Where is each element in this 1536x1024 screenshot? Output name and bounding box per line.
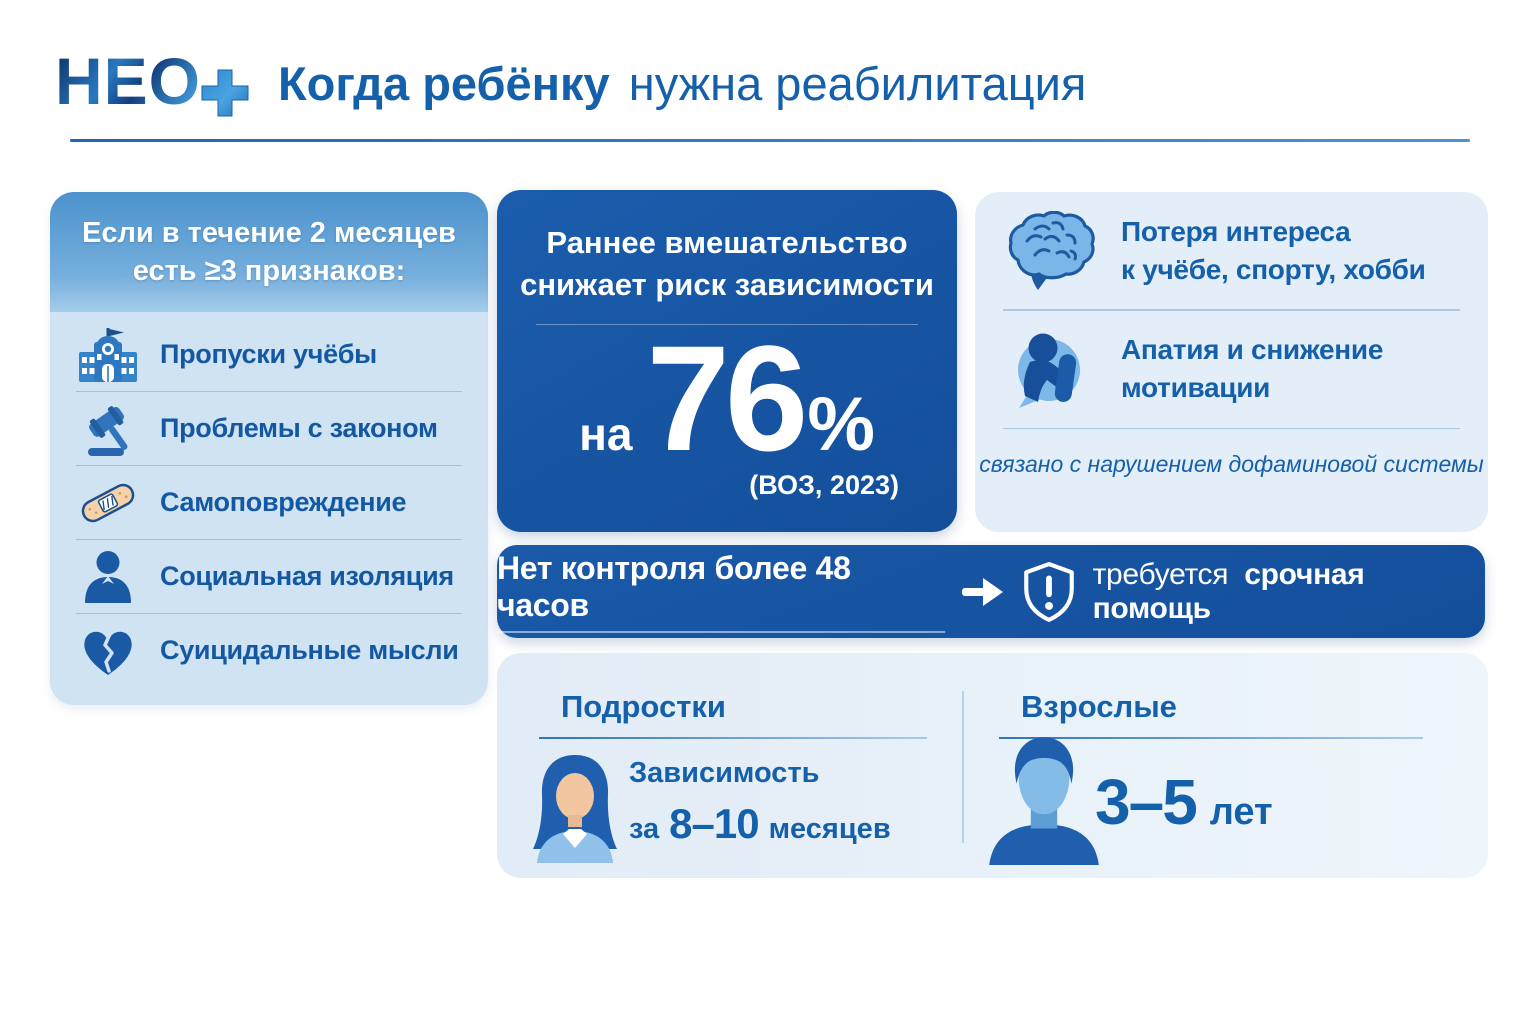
criteria-item-label: Суицидальные мысли (160, 635, 459, 665)
timeline-panel: Подростки Зависимость за 8–10 месяцев Вз… (497, 653, 1488, 878)
broken-heart-icon (76, 625, 140, 677)
symptoms-panel: Потеря интереса к учёбе, спорту, хобби А… (975, 192, 1488, 532)
brain-icon (1005, 210, 1097, 291)
adults-underline (999, 737, 1423, 739)
list-item: Социальная изоляция (76, 539, 462, 613)
stat-divider (536, 323, 918, 326)
criteria-header-line2: есть ≥3 признаков: (132, 255, 406, 287)
adults-value: 3–5 лет (1095, 765, 1273, 839)
stat-value-row: на 76 % (497, 314, 957, 483)
teens-line1: Зависимость (629, 757, 820, 789)
teens-range: 8–10 (669, 800, 759, 847)
alert-consequence-regular: требуется (1092, 557, 1229, 591)
criteria-item-label: Проблемы с законом (160, 413, 438, 443)
teens-prefix: за (629, 813, 660, 845)
criteria-panel: Если в течение 2 месяцев есть ≥3 признак… (50, 192, 488, 705)
symptom-line1: Потеря интереса (1121, 215, 1351, 247)
list-item: Потеря интереса к учёбе, спорту, хобби (975, 192, 1488, 309)
teens-header: Подростки (561, 689, 726, 724)
criteria-item-label: Пропуски учёбы (160, 339, 377, 369)
adults-range: 3–5 (1095, 766, 1198, 838)
alert-consequence-bold: срочная помощь (1092, 557, 1365, 625)
alert-banner: Нет контроля более 48 часов требуется ср… (497, 545, 1485, 638)
list-item: Проблемы с законом (76, 391, 462, 465)
stat-prefix: на (579, 408, 633, 461)
stat-title-line1: Раннее вмешательство (546, 225, 908, 260)
person-icon (76, 549, 140, 605)
criteria-header-line1: Если в течение 2 месяцев (82, 216, 456, 249)
list-item: Пропуски учёбы (76, 318, 462, 391)
symptom-text: Потеря интереса к учёбе, спорту, хобби (1121, 213, 1426, 289)
page-title-rest: нужна реабилитация (628, 57, 1087, 110)
symptom-line1: Апатия и снижение (1121, 334, 1384, 366)
alert-condition: Нет контроля более 48 часов (497, 550, 945, 633)
header-divider (70, 139, 1470, 142)
adults-header: Взрослые (1021, 689, 1177, 724)
alert-consequence: требуется срочная помощь (1093, 558, 1485, 626)
gavel-icon (76, 400, 140, 458)
teens-suffix: месяцев (768, 813, 891, 845)
symptom-text: Апатия и снижение мотивации (1121, 331, 1383, 407)
adults-unit: лет (1209, 791, 1273, 833)
school-icon (76, 326, 140, 384)
teen-avatar (527, 751, 623, 868)
stat-title-line2: снижает риск зависимости (520, 266, 934, 302)
teens-line2: за 8–10 месяцев (629, 800, 891, 848)
stat-title: Раннее вмешательство снижает риск зависи… (497, 222, 957, 306)
page-title: Когда ребёнку нужна реабилитация (278, 58, 1086, 110)
symptoms-divider (1003, 427, 1460, 429)
teens-text: Зависимость за 8–10 месяцев (629, 757, 891, 848)
stat-panel: Раннее вмешательство снижает риск зависи… (497, 190, 957, 532)
criteria-item-label: Самоповреждение (160, 487, 407, 517)
timeline-divider (962, 691, 964, 843)
symptom-line2: к учёбе, спорту, хобби (1121, 253, 1426, 285)
apathy-icon (1005, 326, 1097, 412)
bandage-icon (76, 477, 140, 529)
list-item: Суицидальные мысли (76, 613, 462, 687)
page-title-bold: Когда ребёнку (278, 57, 610, 110)
arrow-right-icon (961, 575, 1005, 609)
stat-value: 76 (646, 314, 808, 483)
list-item: Самоповреждение (76, 465, 462, 539)
symptom-line2: мотивации (1121, 372, 1271, 403)
symptoms-footnote: связано с нарушением дофаминовой системы (979, 451, 1484, 477)
stat-percent-sign: % (807, 382, 875, 468)
teens-underline (539, 737, 927, 739)
criteria-list: Пропуски учёбы Проблемы с законом (50, 318, 488, 687)
list-item: Апатия и снижение мотивации (975, 311, 1488, 428)
criteria-panel-header: Если в течение 2 месяцев есть ≥3 признак… (50, 192, 488, 312)
logo-text: НЕО (55, 44, 202, 118)
shield-alert-icon (1021, 561, 1077, 623)
criteria-item-label: Социальная изоляция (160, 561, 454, 591)
stat-source: (ВОЗ, 2023) (749, 469, 899, 500)
logo-plus-icon (201, 69, 249, 117)
symptoms-divider (1003, 309, 1460, 311)
adult-avatar (981, 731, 1107, 870)
